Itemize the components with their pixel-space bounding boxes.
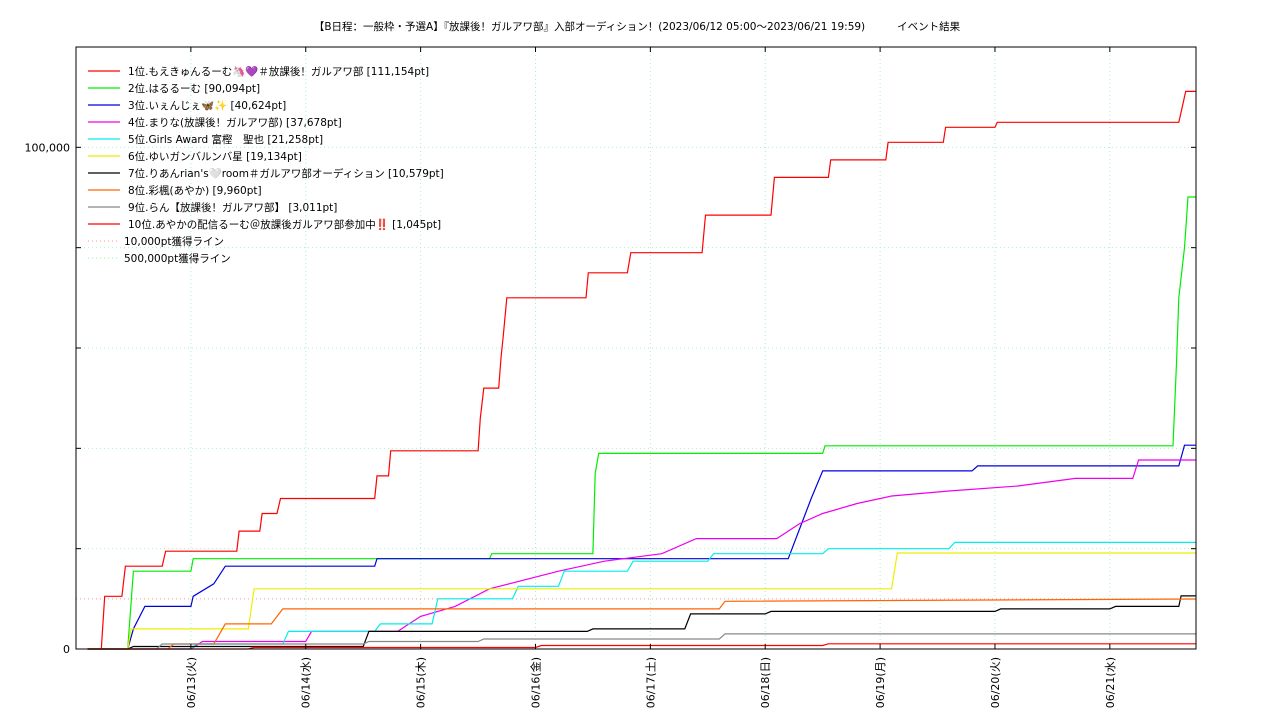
grid — [76, 47, 1196, 649]
x-tick-label: 06/21(水) — [1104, 657, 1117, 708]
legend-label: 6位.ゆいガンバルンバ星 [19,134pt] — [128, 150, 302, 163]
x-tick-label: 06/18(日) — [759, 657, 772, 708]
legend-label: 1位.もえきゅんるーむ🦄💜＃放課後！ガルアワ部 [111,154pt] — [128, 65, 429, 78]
series-line-8 — [87, 598, 1197, 650]
series-line-9 — [87, 633, 1196, 650]
legend-label: 10位.あやかの配信るーむ＠放課後ガルアワ部参加中‼️ [1,045pt] — [128, 218, 441, 231]
series-line-6 — [87, 552, 1196, 650]
y-tick-label: 0 — [63, 643, 70, 656]
series-line-1 — [87, 90, 1196, 650]
legend-label: 9位.らん【放課後！ガルアワ部】 [3,011pt] — [128, 201, 337, 214]
series-lines — [87, 90, 1197, 650]
x-tick-label: 06/14(水) — [300, 657, 313, 708]
x-tick-label: 06/15(木) — [415, 657, 428, 708]
chart-subtitle: イベント結果 — [897, 20, 960, 33]
chart-title-main: 【B日程：一般枠・予選A】『放課後！ガルアワ部』入部オーディション！(2023/… — [314, 20, 865, 33]
legend-label: 5位.Girls Award 富樫 聖也 [21,258pt] — [128, 133, 323, 146]
legend-label: 500,000pt獲得ライン — [124, 252, 231, 265]
legend-label: 8位.彩楓(あやか) [9,960pt] — [128, 184, 262, 197]
series-line-5 — [87, 541, 1196, 650]
series-line-2 — [87, 196, 1196, 650]
x-tick-label: 06/16(金) — [528, 657, 542, 708]
chart-title: 【B日程：一般枠・予選A】『放課後！ガルアワ部』入部オーディション！(2023/… — [314, 20, 961, 33]
legend: 1位.もえきゅんるーむ🦄💜＃放課後！ガルアワ部 [111,154pt] 2位.はる… — [88, 65, 444, 265]
series-line-4 — [87, 459, 1196, 650]
y-tick-label: 100,000 — [25, 141, 71, 154]
legend-label: 2位.はるるーむ [90,094pt] — [128, 82, 260, 95]
series-line-7 — [87, 595, 1196, 650]
x-tick-label: 06/19(月) — [874, 657, 887, 708]
series-line-3 — [87, 444, 1196, 650]
legend-label: 10,000pt獲得ライン — [124, 235, 224, 248]
x-tick-label: 06/20(火) — [989, 657, 1002, 708]
x-tick-label: 06/17(土) — [644, 657, 657, 708]
legend-label: 3位.いぇんじぇ🦋✨ [40,624pt] — [128, 99, 286, 112]
legend-label: 4位.まりな(放課後！ガルアワ部) [37,678pt] — [128, 116, 342, 129]
legend-label: 7位.りあんrian's🤍room＃ガルアワ部オーディション [10,579pt… — [128, 167, 444, 180]
axes: 06/13(火) 06/14(水) 06/15(木) 06/16(金) 06/17(土)… — [25, 47, 1196, 708]
x-tick-label: 06/13(火) — [185, 657, 198, 708]
